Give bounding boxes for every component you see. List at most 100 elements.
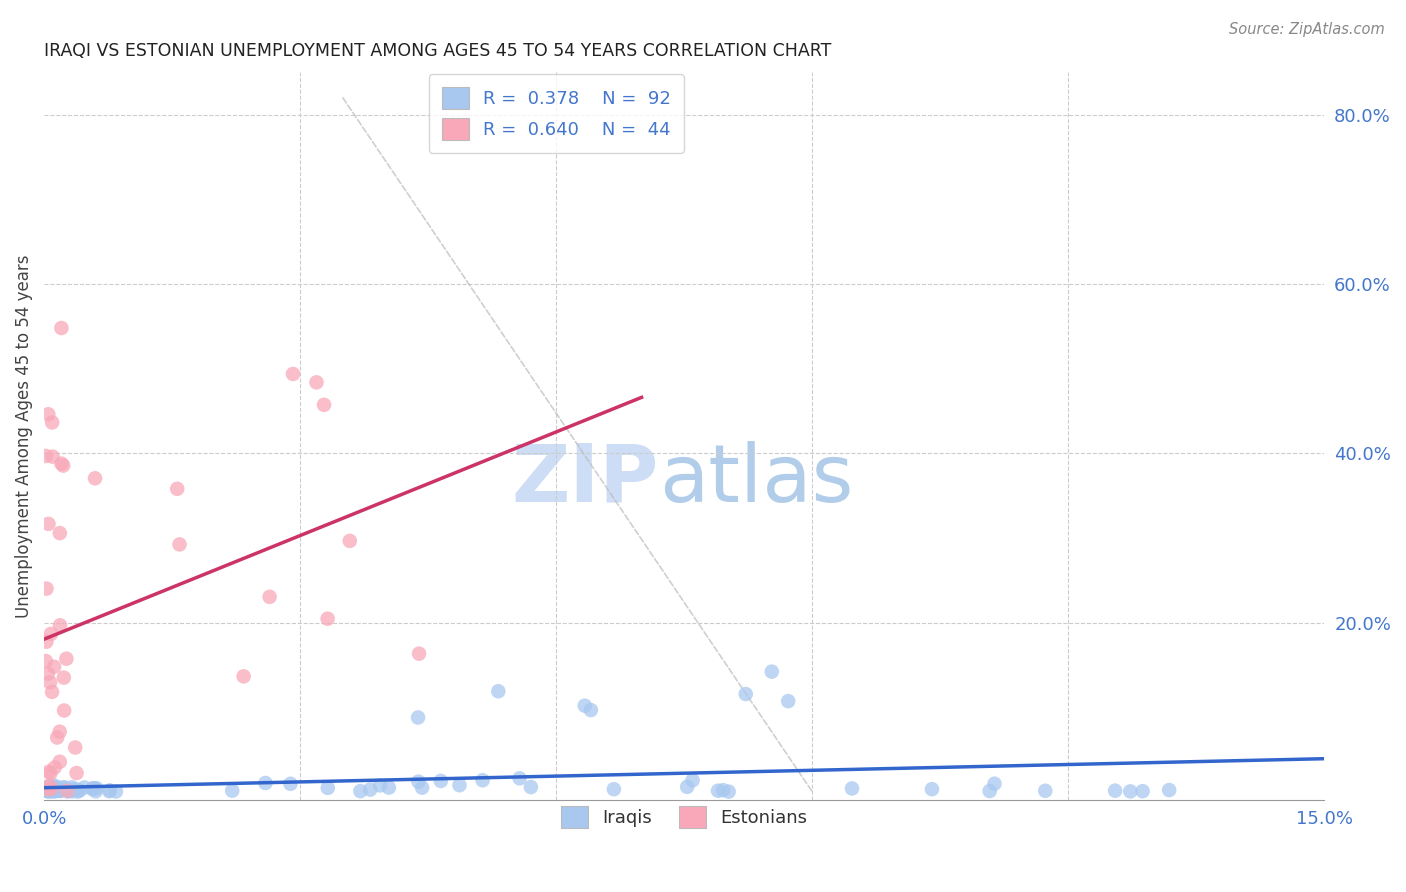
Point [84,784,107,798]
Point [39,675,62,690]
Point [37,784,59,798]
Legend: Iraqis, Estonians: Iraqis, Estonians [554,798,815,835]
Point [49,526,72,541]
Point [35,654,58,668]
Point [778,694,800,708]
Point [37,516,59,531]
Point [406,710,429,724]
Point [841,781,863,796]
Point [41,416,63,430]
Point [1033,783,1056,797]
Point [48,783,70,797]
Point [734,687,756,701]
Point [39,784,62,798]
Point [676,780,699,794]
Point [1132,784,1154,798]
Point [56,784,79,798]
Point [63,740,86,755]
Point [73,780,96,795]
Point [39,783,62,797]
Point [44,760,66,774]
Point [63,782,86,797]
Text: atlas: atlas [658,441,853,519]
Point [717,784,740,798]
Point [35,582,58,596]
Text: Source: ZipAtlas.com: Source: ZipAtlas.com [1229,22,1385,37]
Text: IRAQI VS ESTONIAN UNEMPLOYMENT AMONG AGES 45 TO 54 YEARS CORRELATION CHART: IRAQI VS ESTONIAN UNEMPLOYMENT AMONG AGE… [44,42,831,60]
Point [37,407,59,421]
Point [42,784,65,798]
Point [305,376,328,390]
Point [38,781,60,796]
Point [520,780,543,794]
Point [430,773,453,788]
Point [46,781,69,796]
Point [66,784,89,798]
Point [53,704,76,718]
Point [707,783,730,797]
Point [49,755,72,769]
Point [259,590,281,604]
Point [86,781,108,796]
Text: ZIP: ZIP [512,441,658,519]
Point [449,778,471,792]
Point [49,618,72,632]
Point [42,780,65,794]
Point [486,684,509,698]
Point [37,666,59,681]
Point [56,783,79,797]
Point [316,612,339,626]
Point [52,671,75,685]
Point [38,779,60,793]
Point [48,780,70,795]
Point [1119,784,1142,798]
Point [35,782,58,797]
Point [46,731,69,745]
Point [56,784,79,798]
Point [34,783,56,797]
Point [509,772,531,786]
Point [408,774,430,789]
Point [1104,783,1126,797]
Point [316,780,339,795]
Point [48,783,70,797]
Point [280,777,302,791]
Point [35,449,58,463]
Point [254,776,277,790]
Point [359,782,381,797]
Point [49,784,72,798]
Point [51,457,73,471]
Point [411,780,433,795]
Point [45,783,67,797]
Point [60,780,83,795]
Point [39,627,62,641]
Point [35,634,58,648]
Point [378,780,401,795]
Point [169,537,191,551]
Point [37,782,59,797]
Point [983,777,1005,791]
Point [67,782,90,797]
Point [349,784,371,798]
Point [471,773,494,788]
Point [69,783,91,797]
Point [59,783,82,797]
Point [579,703,602,717]
Point [44,784,66,798]
Point [44,780,66,795]
Point [48,724,70,739]
Point [52,458,75,473]
Point [51,321,73,335]
Point [37,780,59,794]
Point [37,784,59,798]
Point [65,766,87,780]
Point [49,783,72,797]
Point [62,782,84,797]
Point [53,780,76,795]
Point [45,782,67,797]
Point [921,782,943,797]
Point [35,784,58,798]
Point [408,647,430,661]
Point [38,784,60,798]
Point [42,778,65,792]
